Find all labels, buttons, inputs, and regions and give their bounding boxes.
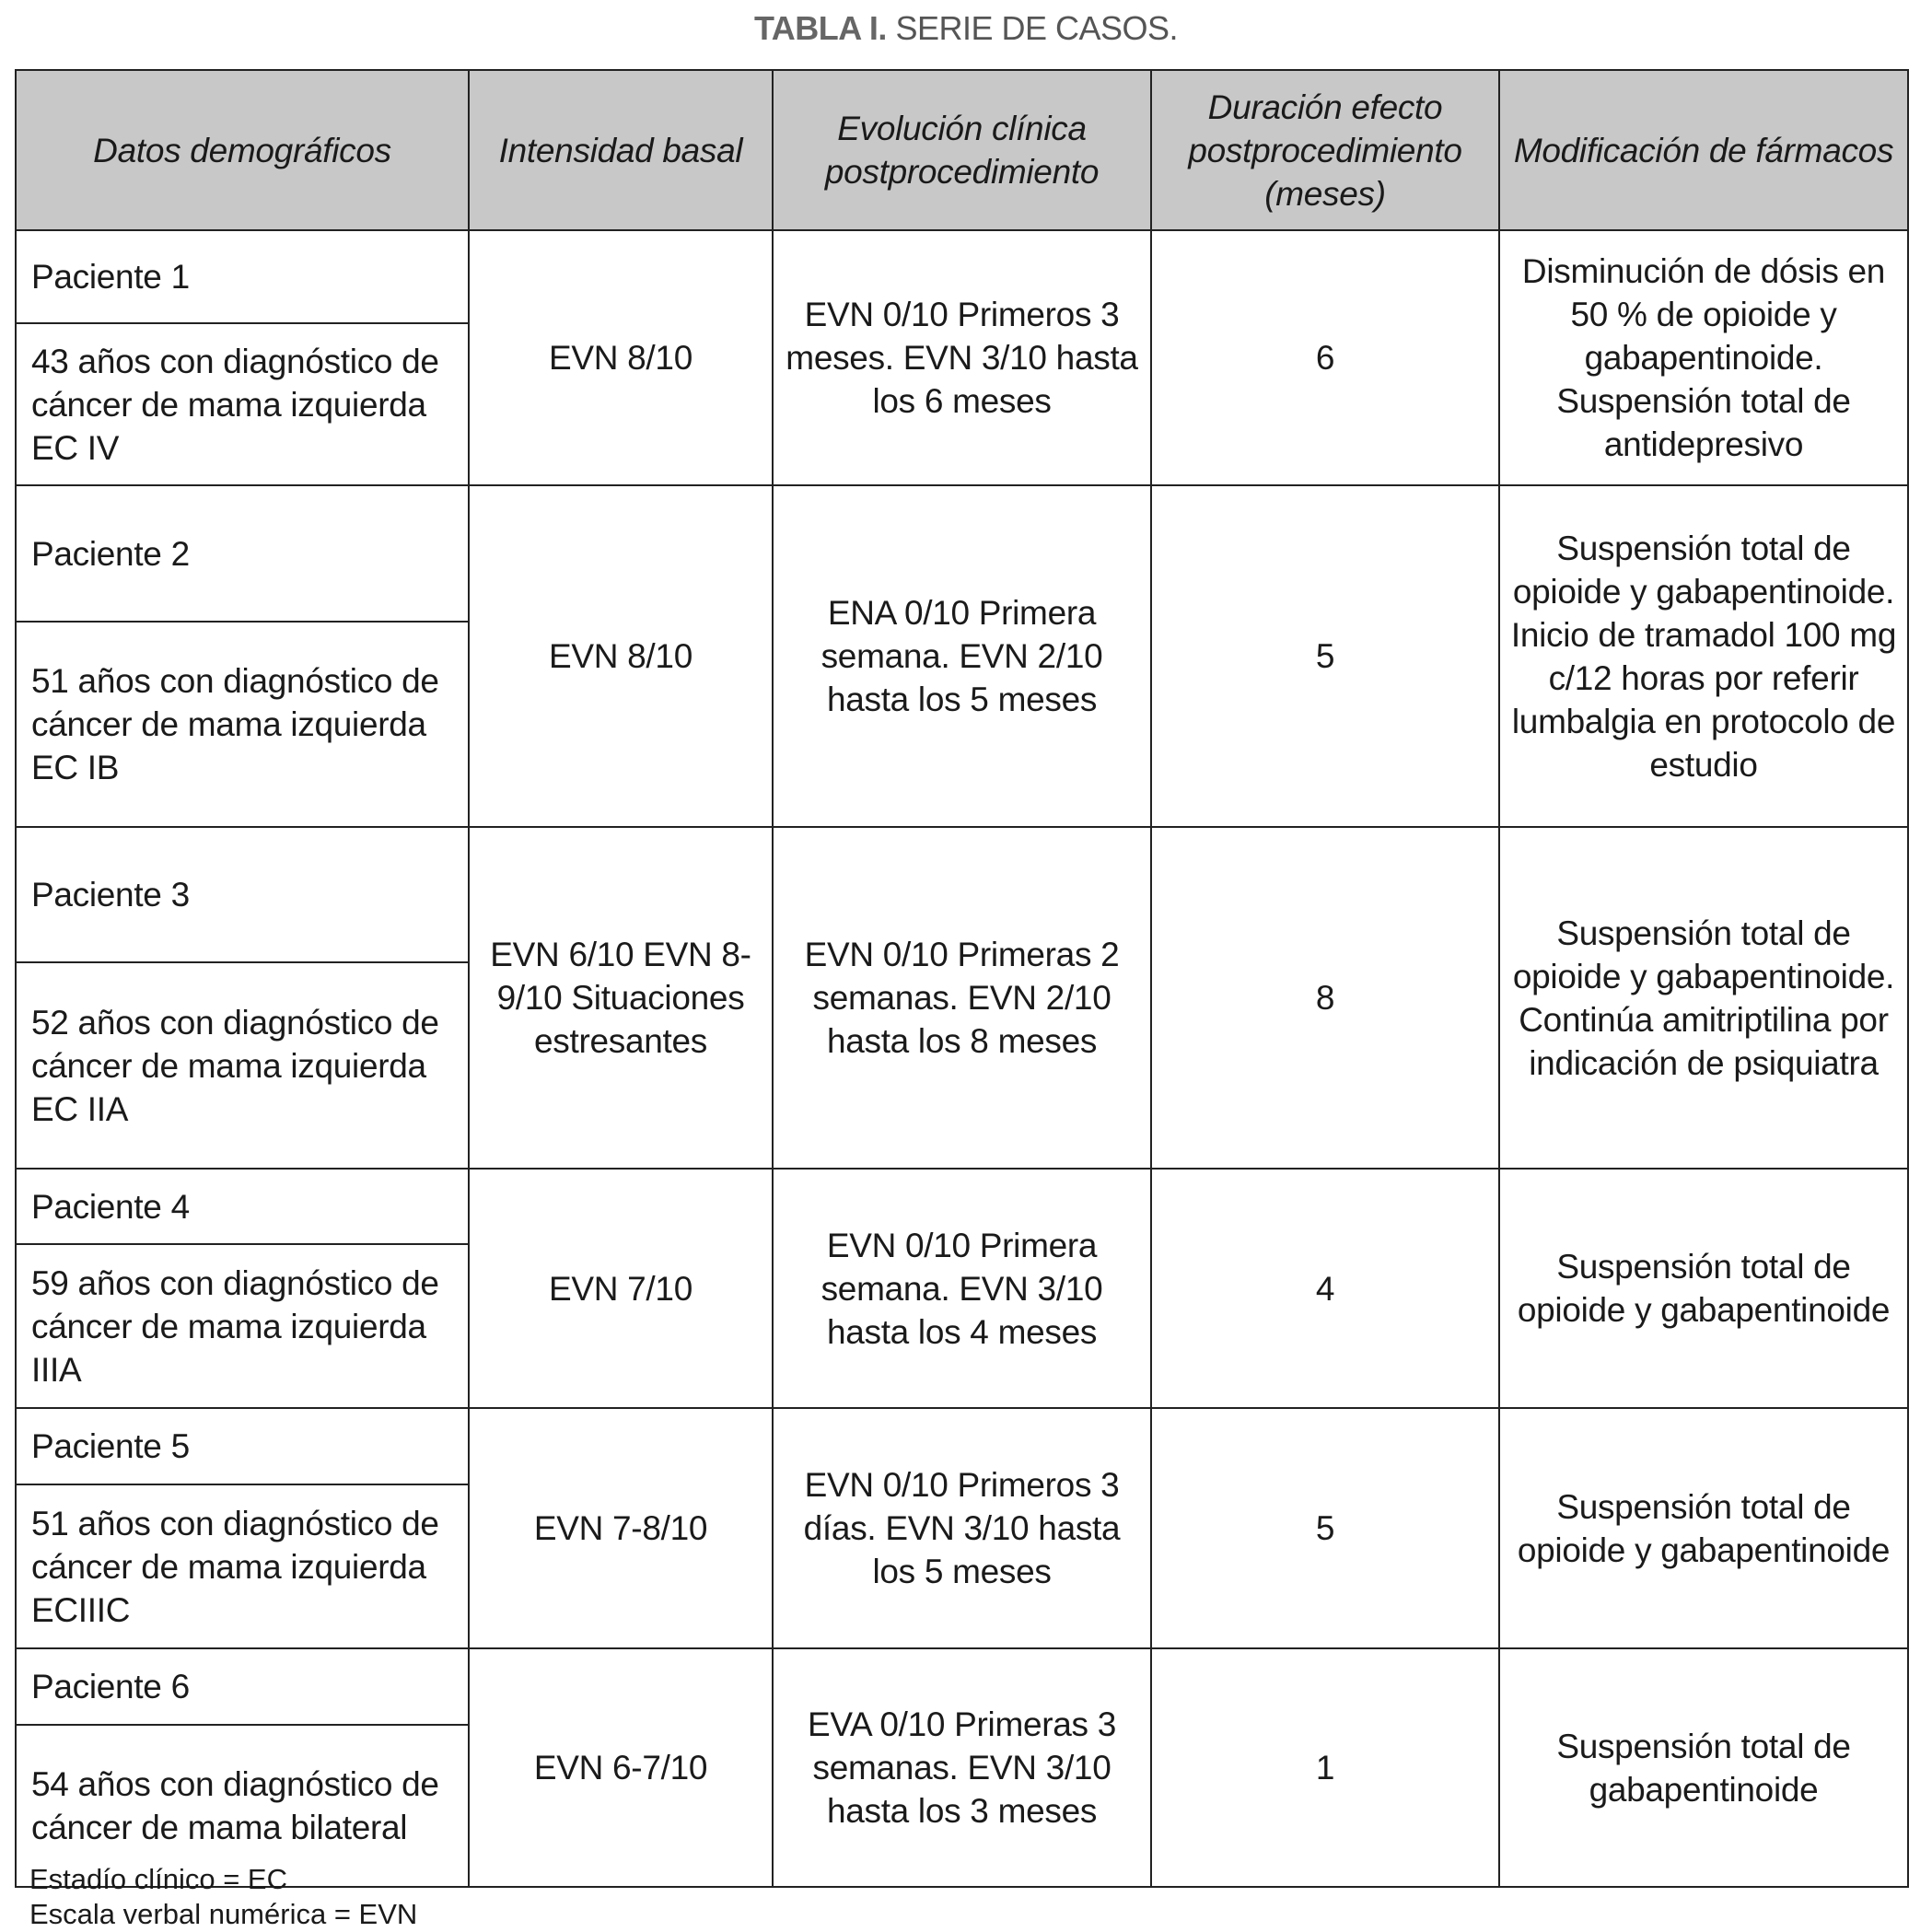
table-title: TABLA I. SERIE DE CASOS. (0, 9, 1932, 48)
clinical-evolution: EVN 0/10 Primeras 2 semanas. EVN 2/10 ha… (772, 826, 1152, 1170)
table-row: Paciente 3 EVN 6/10 EVN 8-9/10 Situacione… (15, 826, 1909, 1170)
header-drug-modification: Modificación de fármacos (1498, 69, 1909, 231)
basal-intensity: EVN 6-7/10 (468, 1647, 774, 1888)
patient-name: Paciente 2 (15, 484, 470, 623)
table-row: 54 años con diagnóstico de cáncer de mam… (15, 1724, 1908, 1888)
demographics: 54 años con diagnóstico de cáncer de mam… (15, 1724, 470, 1888)
patient-name: Paciente 5 (15, 1407, 470, 1485)
drug-modification: Suspensión total de opioide y gabapentin… (1498, 1168, 1909, 1409)
table-label: TABLA I. (753, 9, 887, 47)
case-series-table: Datos demográficos Intensidad basal Evol… (15, 69, 1909, 1888)
table-caption: SERIE DE CASOS. (895, 9, 1179, 47)
clinical-evolution: EVA 0/10 Primeras 3 semanas. EVN 3/10 ha… (772, 1647, 1152, 1888)
table-row: 52 años con diagnóstico de cáncer de mam… (15, 961, 1908, 1170)
drug-modification: Suspensión total de opioide y gabapentin… (1498, 1407, 1909, 1649)
table-row: 51 años con diagnóstico de cáncer de mam… (15, 1484, 1908, 1649)
header-duration: Duración efecto postprocedimiento (meses… (1150, 69, 1500, 231)
drug-modification: Suspensión total de opioide y gabapentin… (1498, 484, 1909, 828)
demographics: 52 años con diagnóstico de cáncer de mam… (15, 961, 470, 1170)
clinical-evolution: EVN 0/10 Primeros 3 días. EVN 3/10 hasta… (772, 1407, 1152, 1649)
demographics: 51 años con diagnóstico de cáncer de mam… (15, 1484, 470, 1649)
patient-name: Paciente 6 (15, 1647, 470, 1726)
basal-intensity: EVN 7-8/10 (468, 1407, 774, 1649)
clinical-evolution: EVN 0/10 Primera semana. EVN 3/10 hasta … (772, 1168, 1152, 1409)
table-row: 43 años con diagnóstico de cáncer de mam… (15, 322, 1908, 486)
patient-name: Paciente 3 (15, 826, 470, 963)
effect-duration: 5 (1150, 484, 1500, 828)
header-row: Datos demográficos Intensidad basal Evol… (15, 69, 1909, 231)
table-row: Paciente 2 EVN 8/10 ENA 0/10 Primera seman… (15, 484, 1909, 828)
demographics: 51 años con diagnóstico de cáncer de mam… (15, 621, 470, 828)
effect-duration: 5 (1150, 1407, 1500, 1649)
header-clinical-evolution: Evolución clínica postprocedimiento (772, 69, 1152, 231)
effect-duration: 8 (1150, 826, 1500, 1170)
demographics: 43 años con diagnóstico de cáncer de mam… (15, 322, 470, 486)
clinical-evolution: EVN 0/10 Primeros 3 meses. EVN 3/10 hast… (772, 229, 1152, 486)
table-row: Paciente 6 EVN 6-7/10 EVA 0/10 Primeras 3 … (15, 1647, 1909, 1888)
footnote: Estadío clínico = EC (29, 1863, 287, 1895)
header-basal-intensity: Intensidad basal (468, 69, 774, 231)
demographics: 59 años con diagnóstico de cáncer de mam… (15, 1243, 470, 1409)
drug-modification: Suspensión total de gabapentinoide (1498, 1647, 1909, 1888)
header-demographics: Datos demográficos (15, 69, 470, 231)
effect-duration: 1 (1150, 1647, 1500, 1888)
basal-intensity: EVN 8/10 (468, 229, 774, 486)
patient-name: Paciente 4 (15, 1168, 470, 1245)
basal-intensity: EVN 8/10 (468, 484, 774, 828)
table-row: Paciente 1 EVN 8/10 EVN 0/10 Primeros 3 me… (15, 229, 1909, 486)
drug-modification: Disminución de dósis en 50 % de opioide … (1498, 229, 1909, 486)
footnotes: Estadío clínico = EC Escala verbal numér… (29, 1862, 417, 1932)
footnote: Escala verbal numérica = EVN (29, 1898, 418, 1930)
basal-intensity: EVN 7/10 (468, 1168, 774, 1409)
effect-duration: 4 (1150, 1168, 1500, 1409)
table-row: Paciente 4 EVN 7/10 EVN 0/10 Primera seman… (15, 1168, 1909, 1409)
table-row: 51 años con diagnóstico de cáncer de mam… (15, 621, 1908, 828)
table-row: Paciente 5 EVN 7-8/10 EVN 0/10 Primeros 3 … (15, 1407, 1909, 1649)
clinical-evolution: ENA 0/10 Primera semana. EVN 2/10 hasta … (772, 484, 1152, 828)
table-row: 59 años con diagnóstico de cáncer de mam… (15, 1243, 1908, 1409)
basal-intensity: EVN 6/10 EVN 8-9/10 Situaciones estresan… (468, 826, 774, 1170)
effect-duration: 6 (1150, 229, 1500, 486)
patient-name: Paciente 1 (15, 229, 470, 324)
drug-modification: Suspensión total de opioide y gabapentin… (1498, 826, 1909, 1170)
